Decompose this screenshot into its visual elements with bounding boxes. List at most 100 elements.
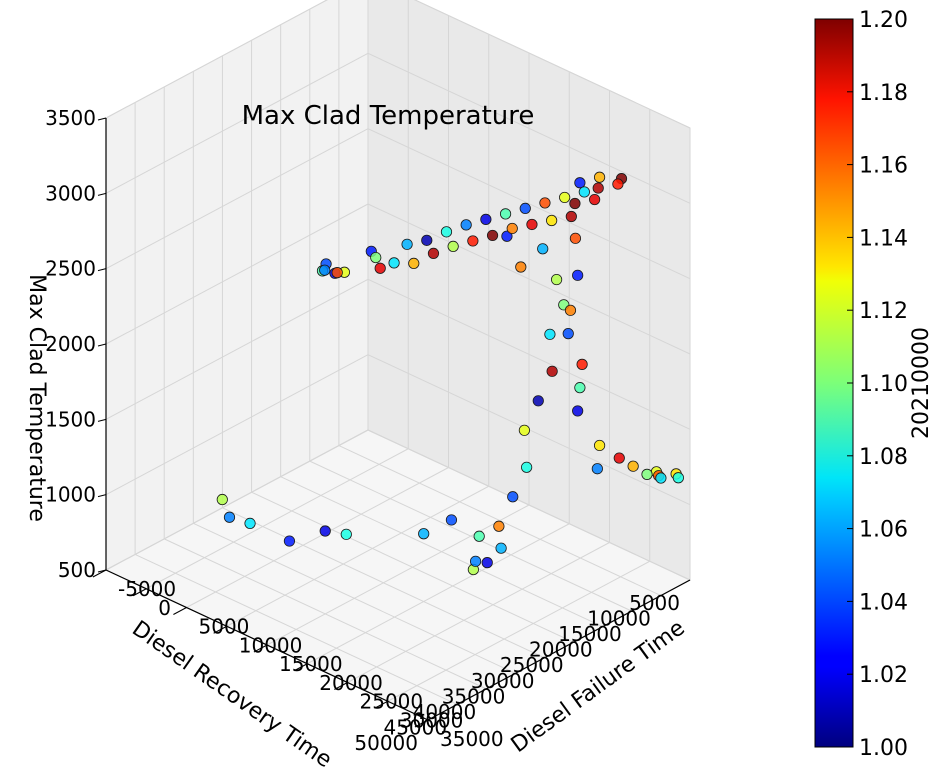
scatter-point	[445, 514, 458, 526]
scatter-point	[546, 214, 558, 227]
y-tick-label: 35000	[442, 684, 506, 708]
scatter-point	[526, 218, 538, 231]
scatter-point	[532, 395, 544, 407]
scatter-point	[672, 472, 684, 484]
colorbar-label: 20210000	[909, 327, 934, 439]
scatter-point	[565, 210, 577, 223]
z-tick-label: 1500	[45, 407, 96, 431]
scatter-point	[537, 243, 549, 255]
x-tick-mark	[414, 719, 429, 728]
y-tick-label: 15000	[558, 622, 622, 646]
grid-line-x-floor	[226, 485, 489, 627]
scatter-point	[569, 197, 581, 210]
scatter-point	[370, 251, 382, 264]
x-tick-label: 0	[158, 596, 171, 620]
grid-line-z-left	[105, 128, 369, 270]
scatter-point	[507, 491, 519, 503]
colorbar-tick-label: 1.10	[859, 372, 908, 397]
scatter-point	[627, 460, 639, 472]
x-tick-mark	[374, 700, 388, 709]
scatter-point	[569, 232, 582, 244]
grid-line-y-floor	[280, 476, 603, 628]
x-tick-mark	[213, 625, 227, 634]
x-tick-label: 5000	[199, 615, 250, 639]
y-tick-label: 25000	[500, 653, 564, 677]
colorbar-tick-labels: 1.00 1.02 1.04 1.06 1.08 1.10 1.12 1.14 1.16 1.18…	[847, 8, 908, 761]
x-tick-mark	[132, 588, 147, 597]
scatter-point	[641, 468, 653, 480]
scatter-point	[593, 171, 606, 183]
grid-line-z-left	[105, 52, 369, 194]
colorbar: 1.00 1.02 1.04 1.06 1.08 1.10 1.12 1.14 1.16 1.18…	[814, 8, 934, 761]
x-tick-label: 10000	[239, 633, 303, 657]
colorbar-tick-label: 1.12	[859, 299, 908, 324]
grid-line-z-left	[105, 354, 369, 496]
grid-line-z-right	[367, 128, 691, 280]
scatter-point	[613, 452, 625, 464]
axes-3d: -500005000100001500020000250003000035000…	[45, 0, 692, 755]
colorbar-tick-label: 1.20	[859, 8, 908, 33]
x-tick-label: 35000	[440, 727, 504, 751]
z-tick-mark	[97, 569, 107, 573]
grid-line-y-floor	[134, 553, 458, 705]
scatter-point	[518, 424, 530, 436]
scatter-point	[401, 238, 413, 250]
x-tick-mark	[293, 663, 308, 672]
colorbar-tick-label: 1.14	[859, 226, 908, 251]
scatter-point	[408, 257, 420, 270]
x-tick-label: 30000	[400, 708, 464, 732]
grid-line-z-left	[105, 278, 369, 420]
grid-line-x-floor	[387, 560, 650, 702]
x-tick-mark	[253, 644, 268, 653]
scatter-point	[467, 235, 479, 247]
scatter-point	[515, 261, 527, 273]
grid-line-z-left	[105, 203, 369, 345]
scatter-point	[447, 240, 459, 253]
colorbar-tick-label: 1.02	[859, 663, 908, 688]
grid-line-x-floor	[347, 542, 610, 683]
scatter-point	[559, 191, 571, 204]
y-tick-label: 5000	[629, 591, 680, 615]
scatter-point	[499, 208, 512, 220]
colorbar-tick-label: 1.18	[859, 81, 908, 106]
grid-line-z-left	[105, 429, 369, 571]
scatter-point	[550, 273, 563, 286]
scatter-point	[340, 528, 352, 540]
scatter-point	[589, 193, 601, 206]
scatter-point	[319, 264, 331, 276]
scatter-point	[283, 535, 296, 547]
scatter-point	[564, 304, 577, 316]
x-tick-mark	[92, 569, 107, 578]
y-axis-line	[427, 579, 691, 721]
grid-line-x-floor	[307, 523, 570, 665]
scatter-point	[427, 247, 440, 259]
grid-line-y-floor	[193, 522, 516, 674]
scatter-point	[593, 439, 606, 452]
grid-line-y-floor	[164, 538, 487, 690]
scatter-point	[592, 182, 604, 194]
colorbar-tick-label: 1.06	[859, 518, 908, 543]
y-tick-label: 20000	[529, 638, 593, 662]
scatter-point	[546, 365, 558, 377]
y-tick-label: 30000	[471, 669, 535, 693]
scatter-point	[473, 530, 485, 542]
scatter-point	[216, 493, 228, 506]
scatter-point	[421, 234, 433, 246]
scatter-point	[388, 257, 400, 269]
scatter-point	[319, 525, 331, 537]
grid-line-z-left	[105, 0, 328, 119]
scatter-point	[576, 358, 588, 370]
scatter-point	[572, 405, 584, 417]
scatter-point	[374, 262, 386, 274]
scatter-point	[486, 229, 499, 242]
scatter-point	[612, 178, 624, 190]
z-tick-mark	[97, 418, 107, 422]
scatter-point	[495, 542, 507, 554]
grid-lines	[105, 0, 691, 721]
scatter-point	[481, 557, 493, 569]
y-tick-labels: 5000100001500020000250003000035000400004…	[354, 591, 680, 755]
x-tick-label: 20000	[319, 671, 383, 695]
z-axis-label: Max Clad Temperature	[24, 274, 49, 522]
z-tick-label: 3000	[45, 181, 96, 205]
